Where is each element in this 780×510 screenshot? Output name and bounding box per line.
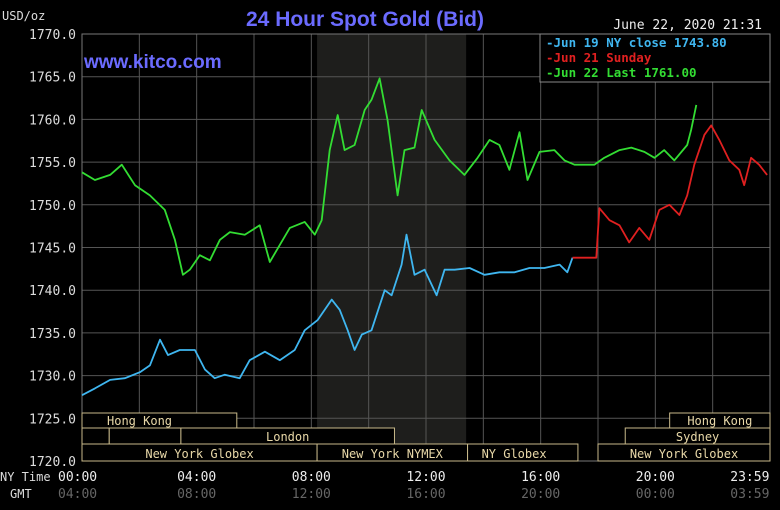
y-axis-label: USD/oz [2,9,45,23]
market-sessions: Hong Kong Hong Kong London Sydney New York G… [81,412,771,462]
x-tick-ny: 12:00 [406,470,445,485]
session-label: New York Globex [145,447,253,461]
legend: -Jun 19 NY close 1743.80-Jun 21 Sunday-J… [546,35,727,80]
legend-item: -Jun 21 Sunday [546,50,652,65]
series-line-jun-21 [572,124,768,259]
x-tick-gmt: 04:00 [58,487,97,502]
series-lines [81,77,768,396]
gmt-label: GMT [10,487,32,501]
y-tick-label: 1765.0 [29,71,76,86]
series-line-jun-22 [81,77,698,276]
session-box [597,443,771,462]
timestamp: June 22, 2020 21:31 [613,18,762,33]
session-label: NY Globex [482,447,547,461]
session-label: New York Globex [630,447,738,461]
ny-time-label: NY Time [0,470,51,484]
x-tick-ny: 04:00 [177,470,216,485]
x-axis: 00:00 04:00 04:00 08:00 08:00 12:00 12:00 16:00… [58,470,769,502]
x-tick-gmt: 00:00 [636,487,675,502]
y-tick-label: 1730.0 [29,370,76,385]
x-tick-gmt: 16:00 [406,487,445,502]
series-line-jun-19 [81,233,574,396]
site-watermark: www.kitco.com [83,52,222,73]
x-tick-ny: 23:59 [730,470,769,485]
x-tick-gmt: 20:00 [521,487,560,502]
y-tick-label: 1760.0 [29,113,76,128]
x-tick-gmt: 12:00 [292,487,331,502]
x-tick-ny: 08:00 [292,470,331,485]
x-tick-ny: 00:00 [58,470,97,485]
session-box [81,427,110,445]
y-tick-label: 1735.0 [29,327,76,342]
legend-item: -Jun 19 NY close 1743.80 [546,35,727,50]
x-tick-ny: 16:00 [521,470,560,485]
y-tick-label: 1770.0 [29,28,76,43]
session-label: Hong Kong [107,414,172,428]
legend-item: -Jun 22 Last 1761.00 [546,65,697,80]
y-tick-label: 1755.0 [29,156,76,171]
x-tick-ny: 20:00 [636,470,675,485]
session-label: New York NYMEX [342,447,444,461]
session-box [108,427,182,445]
y-tick-label: 1740.0 [29,284,76,299]
y-tick-label: 1750.0 [29,199,76,214]
y-tick-label: 1720.0 [29,455,76,470]
session-box [467,443,579,462]
session-label: London [266,430,309,444]
y-tick-label: 1745.0 [29,242,76,257]
chart-title: 24 Hour Spot Gold (Bid) [246,8,484,31]
session-label: Sydney [676,430,719,444]
legend-box [539,33,771,83]
y-axis: 1770.0 1765.0 1760.0 1755.0 1750.0 1745.0 1740… [29,28,76,470]
x-tick-gmt: 08:00 [177,487,216,502]
session-label: Hong Kong [687,414,752,428]
y-tick-label: 1725.0 [29,412,76,427]
x-tick-gmt: 03:59 [730,487,769,502]
